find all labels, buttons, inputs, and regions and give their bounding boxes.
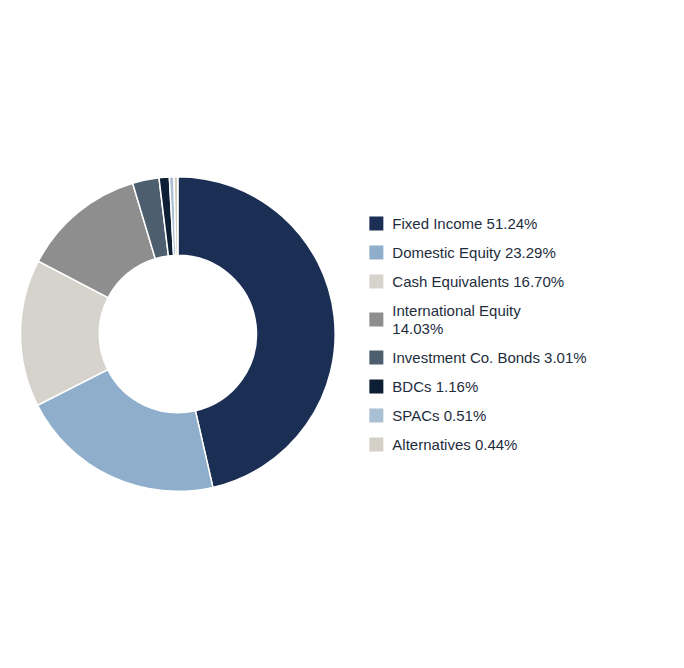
legend-swatch [369, 313, 383, 327]
legend-label: Fixed Income 51.24% [392, 215, 537, 232]
slice [174, 177, 178, 256]
legend: Fixed Income 51.24% Domestic Equity 23.29… [369, 215, 586, 453]
legend-item: Domestic Equity 23.29% [369, 244, 555, 261]
legend-item: Investment Co. Bonds 3.01% [369, 349, 586, 366]
chart: Fixed Income 51.24% Domestic Equity 23.29… [0, 0, 684, 668]
legend-item: BDCs 1.16% [369, 378, 478, 395]
legend-swatch [369, 438, 383, 452]
legend-item: International Equity14.03% [369, 302, 521, 337]
legend-swatch [369, 246, 383, 260]
legend-label: SPACs 0.51% [392, 407, 486, 424]
legend-item: Alternatives 0.44% [369, 436, 517, 453]
legend-label: Investment Co. Bonds 3.01% [392, 349, 586, 366]
legend-swatch [369, 351, 383, 365]
legend-label: Cash Equivalents 16.70% [392, 273, 564, 290]
legend-swatch [369, 217, 383, 231]
legend-item: Cash Equivalents 16.70% [369, 273, 564, 290]
pie [21, 177, 336, 492]
legend-item: Fixed Income 51.24% [369, 215, 537, 232]
legend-swatch [369, 409, 383, 423]
legend-item: SPACs 0.51% [369, 407, 486, 424]
legend-swatch [369, 380, 383, 394]
legend-label: BDCs 1.16% [392, 378, 478, 395]
legend-label: Domestic Equity 23.29% [392, 244, 555, 261]
legend-swatch [369, 275, 383, 289]
legend-label: Alternatives 0.44% [392, 436, 517, 453]
legend-label: International Equity14.03% [392, 302, 521, 337]
